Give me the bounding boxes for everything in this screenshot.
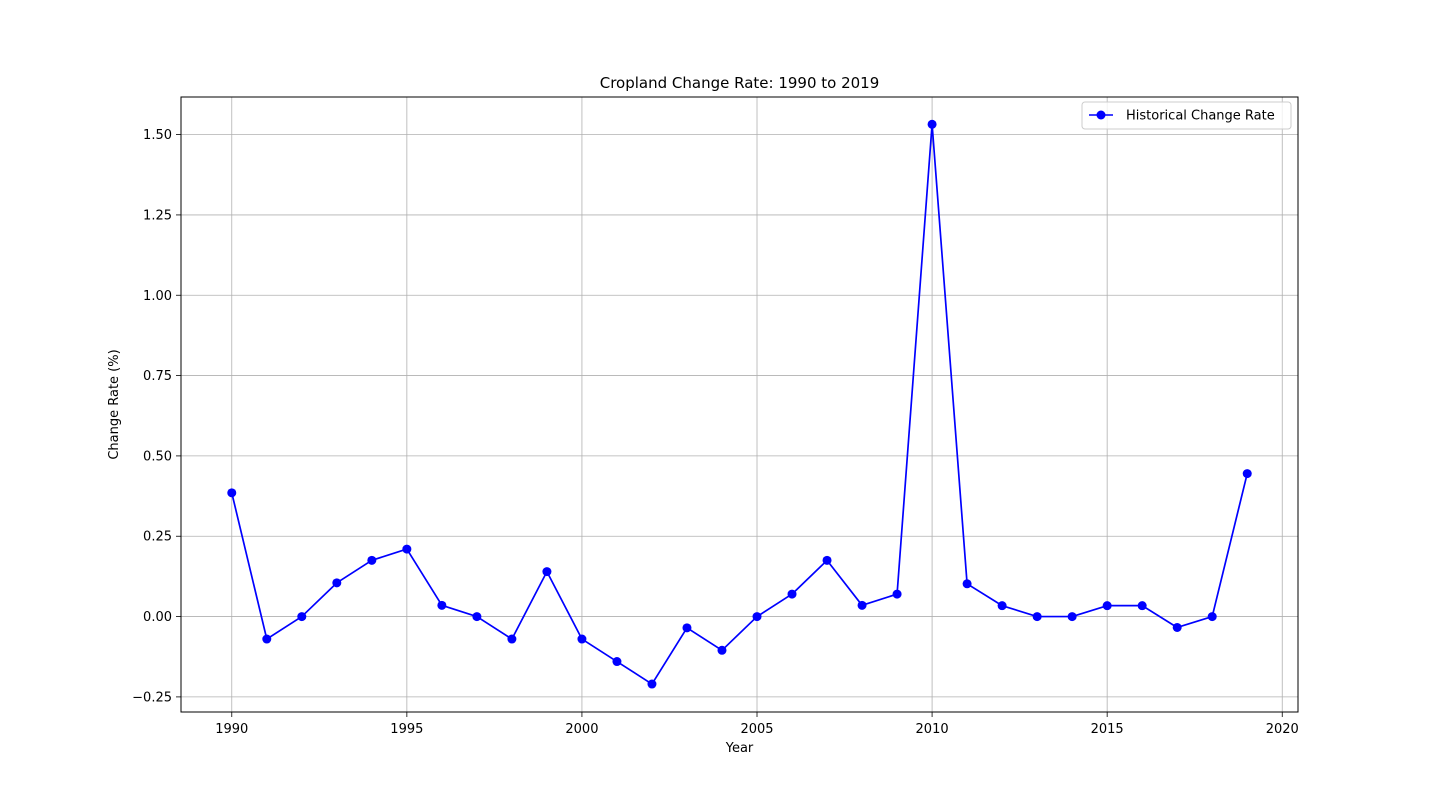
data-point — [577, 634, 587, 644]
y-tick-label: 0.00 — [143, 610, 172, 625]
data-point — [227, 488, 237, 498]
data-point — [1067, 612, 1077, 622]
y-tick-label: 1.00 — [143, 289, 172, 304]
data-point — [857, 600, 867, 610]
data-point — [647, 679, 657, 689]
series-points — [227, 119, 1252, 689]
y-tick-label: 0.75 — [143, 369, 172, 384]
data-point — [507, 634, 517, 644]
data-point — [752, 612, 762, 622]
legend-label: Historical Change Rate — [1126, 109, 1275, 124]
series-lines — [230, 123, 1249, 685]
x-axis-label: Year — [725, 741, 754, 756]
data-point — [612, 657, 622, 667]
y-tick-label: 1.50 — [143, 128, 172, 143]
data-point — [472, 612, 482, 622]
y-gridlines — [181, 134, 1298, 698]
data-point — [682, 623, 692, 633]
data-point — [1207, 612, 1217, 622]
x-tick-label: 2000 — [565, 722, 598, 737]
x-axis-ticks: 1990 1995 2000 2005 2010 2015 2020 — [215, 712, 1299, 737]
x-tick-label: 2020 — [1266, 722, 1299, 737]
legend-box — [1081, 101, 1292, 130]
data-point — [437, 600, 447, 610]
legend: Historical Change Rate — [1081, 101, 1292, 130]
data-point — [1137, 601, 1147, 611]
data-point — [1172, 622, 1182, 632]
data-point — [297, 612, 307, 622]
data-point — [787, 589, 797, 599]
data-point — [542, 567, 552, 577]
data-point — [1242, 469, 1252, 479]
data-point — [1102, 601, 1112, 611]
y-axis-label: Change Rate (%) — [107, 349, 122, 459]
x-tick-label: 1995 — [390, 722, 423, 737]
y-axis-ticks: −0.25 0.00 0.25 0.50 0.75 1.00 1.25 1.50 — [132, 128, 181, 705]
data-point — [892, 589, 902, 599]
y-tick-label: 1.25 — [143, 208, 172, 223]
data-point — [262, 634, 272, 644]
x-tick-label: 2005 — [740, 722, 773, 737]
y-tick-label: 0.50 — [143, 449, 172, 464]
series-line — [230, 123, 1249, 685]
data-point — [1032, 612, 1042, 622]
x-tick-label: 2010 — [916, 722, 949, 737]
data-point — [962, 579, 972, 589]
data-point — [367, 555, 377, 565]
data-point — [402, 544, 412, 554]
data-point — [332, 578, 342, 588]
data-point — [717, 645, 727, 655]
y-tick-label: −0.25 — [132, 690, 172, 705]
data-point — [822, 555, 832, 565]
legend-marker — [1096, 110, 1106, 120]
y-tick-label: 0.25 — [143, 530, 172, 545]
plot-frame — [180, 96, 1299, 713]
plot-area — [181, 97, 1298, 712]
chart-title: Cropland Change Rate: 1990 to 2019 — [600, 74, 880, 92]
x-tick-label: 2015 — [1091, 722, 1124, 737]
data-point — [927, 119, 937, 129]
data-point — [997, 601, 1007, 611]
x-tick-label: 1990 — [215, 722, 248, 737]
